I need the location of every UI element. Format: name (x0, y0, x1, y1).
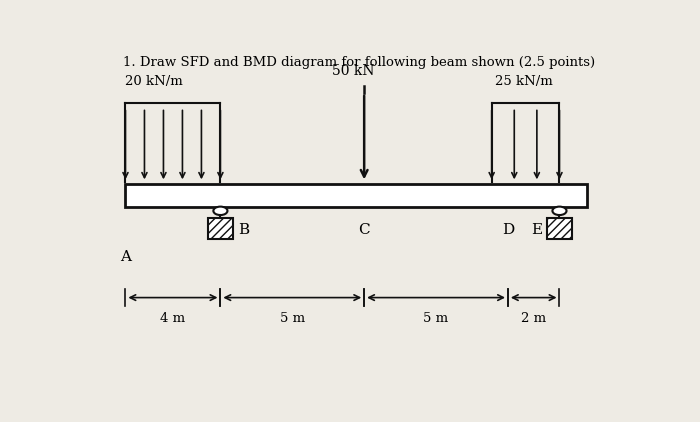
Text: 5 m: 5 m (280, 312, 305, 325)
Bar (208, 218, 232, 239)
Text: D: D (502, 223, 514, 237)
Circle shape (552, 207, 566, 215)
Text: 4 m: 4 m (160, 312, 186, 325)
Text: C: C (358, 223, 370, 237)
Text: 2 m: 2 m (521, 312, 546, 325)
Text: B: B (238, 223, 249, 237)
Text: 25 kN/m: 25 kN/m (496, 75, 553, 88)
Text: 1. Draw SFD and BMD diagram for following beam shown (2.5 points): 1. Draw SFD and BMD diagram for followin… (122, 56, 595, 68)
Text: 20 kN/m: 20 kN/m (125, 75, 183, 88)
Text: 5 m: 5 m (424, 312, 449, 325)
Bar (125, 184, 587, 207)
Bar (547, 218, 572, 239)
Text: E: E (531, 223, 542, 237)
Circle shape (214, 207, 228, 215)
Text: A: A (120, 251, 131, 265)
Text: 50 kN: 50 kN (332, 64, 375, 78)
